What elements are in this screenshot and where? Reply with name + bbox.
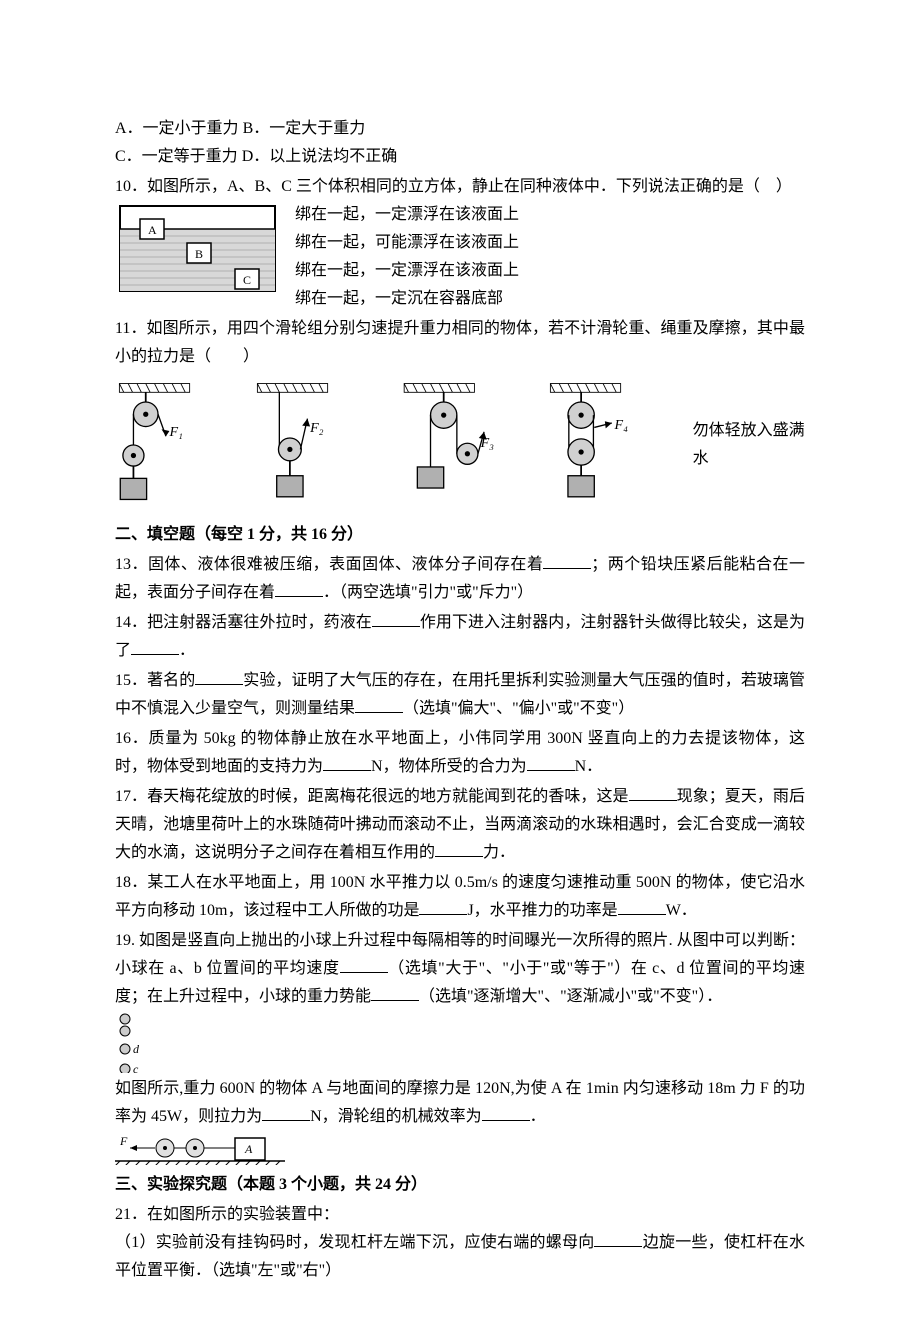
q18-p2: J，水平推力的功率是 — [467, 902, 617, 919]
question-17: 17．春天梅花绽放的时候，距离梅花很远的地方就能闻到花的香味，这是现象；夏天，雨… — [115, 783, 805, 867]
question-13: 13．固体、液体很难被压缩，表面固体、液体分子间存在着；两个铅块压紧后能粘合在一… — [115, 551, 805, 607]
section-3-header: 三、实验探究题（本题 3 个小题，共 24 分） — [115, 1171, 805, 1199]
q19-blank2 — [371, 985, 419, 1001]
q16-blank1 — [323, 755, 371, 771]
q10-figure: A B C — [115, 201, 285, 296]
q9-optA: A．一定小于重力 — [115, 120, 239, 137]
q20-figure: F A — [115, 1133, 805, 1165]
pulley-3-icon: F₃ — [391, 375, 496, 515]
q20-p2: N，滑轮组的机械效率为 — [310, 1108, 482, 1125]
q16-p3: N． — [575, 758, 603, 775]
q20-p3: ． — [530, 1108, 546, 1125]
svg-text:F₂: F₂ — [309, 420, 324, 436]
q9-optB: B．一定大于重力 — [243, 120, 366, 137]
q14-blank1 — [372, 611, 420, 627]
svg-text:d: d — [133, 1042, 140, 1056]
question-16: 16．质量为 50kg 的物体静止放在水平地面上，小伟同学用 300N 竖直向上… — [115, 725, 805, 781]
q18-blank1 — [419, 899, 467, 915]
q10-opt2: 绑在一起，可能漂浮在该液面上 — [295, 229, 805, 257]
q17-p1: 17．春天梅花绽放的时候，距离梅花很远的地方就能闻到花的香味，这是 — [115, 788, 629, 805]
q15-p1: 15．著名的 — [115, 672, 195, 689]
svg-text:B: B — [195, 247, 203, 261]
q9-optC: C．一定等于重力 — [115, 148, 238, 165]
question-15: 15．著名的实验，证明了大气压的存在，在用托里拆利实验测量大气压强的值时，若玻璃… — [115, 667, 805, 723]
q13-blank2 — [275, 581, 323, 597]
q19-blank1 — [340, 957, 388, 973]
q17-blank2 — [435, 841, 483, 857]
svg-text:A: A — [148, 223, 157, 237]
q9-line1: A．一定小于重力 B．一定大于重力 — [115, 115, 805, 143]
q10-opt4: 绑在一起，一定沉在容器底部 — [295, 285, 805, 313]
q21-sub1a: （1）实验前没有挂钩码时，发现杠杆左端下沉，应使右端的螺母向 — [115, 1234, 594, 1251]
q17-blank1 — [629, 785, 677, 801]
question-10: 10．如图所示，A、B、C 三个体积相同的立方体，静止在同种液体中．下列说法正确… — [115, 173, 805, 313]
q15-p3: （选填"偏大"、"偏小"或"不变"） — [403, 700, 634, 717]
svg-text:F₃: F₃ — [479, 435, 494, 451]
q19-figure: d c — [115, 1013, 805, 1073]
svg-text:c: c — [133, 1062, 139, 1073]
q10-body: A B C 绑在一起，一定漂浮在该液面上 绑在一起，可能漂浮在该液面上 绑在一起… — [115, 201, 805, 313]
q15-blank1 — [195, 669, 243, 685]
svg-text:F₄: F₄ — [613, 417, 628, 433]
question-20: 如图所示,重力 600N 的物体 A 与地面间的摩擦力是 120N,为使 A 在… — [115, 1075, 805, 1165]
q14-p1: 14．把注射器活塞往外拉时，药液在 — [115, 614, 372, 631]
pulley-1-icon: F₁ — [115, 375, 203, 515]
pulley-4-icon: F₄ — [546, 375, 643, 515]
q11-figures: F₁ F₂ F₃ — [115, 375, 805, 515]
q17-p3: 力． — [483, 844, 515, 861]
svg-text:C: C — [243, 273, 251, 287]
q20-blank2 — [482, 1105, 530, 1121]
q12-fragment: 勿体轻放入盛满水 — [693, 417, 805, 473]
q21-stem: 21．在如图所示的实验装置中： — [115, 1201, 805, 1229]
q21-blank1 — [594, 1231, 642, 1247]
q14-blank2 — [131, 639, 179, 655]
question-19: 19. 如图是竖直向上抛出的小球上升过程中每隔相等的时间曝光一次所得的照片. 从… — [115, 927, 805, 1073]
q19-p3: （选填"逐渐增大"、"逐渐减小"或"不变"）． — [419, 988, 722, 1005]
svg-text:A: A — [244, 1142, 253, 1156]
q20-blank1 — [262, 1105, 310, 1121]
q13-blank1 — [543, 553, 591, 569]
q13-p1: 13．固体、液体很难被压缩，表面固体、液体分子间存在着 — [115, 556, 543, 573]
q10-stem: 10．如图所示，A、B、C 三个体积相同的立方体，静止在同种液体中．下列说法正确… — [115, 173, 805, 201]
q16-blank2 — [527, 755, 575, 771]
q10-opt3: 绑在一起，一定漂浮在该液面上 — [295, 257, 805, 285]
question-18: 18．某工人在水平地面上，用 100N 水平推力以 0.5m/s 的速度匀速推动… — [115, 869, 805, 925]
q15-blank2 — [355, 697, 403, 713]
q13-p3: ．（两空选填"引力"或"斥力"） — [323, 584, 533, 601]
q18-p3: W． — [666, 902, 697, 919]
q16-p2: N，物体所受的合力为 — [371, 758, 527, 775]
question-14: 14．把注射器活塞往外拉时，药液在作用下进入注射器内，注射器针头做得比较尖，这是… — [115, 609, 805, 665]
q9-line2: C．一定等于重力 D．以上说法均不正确 — [115, 143, 805, 171]
q18-blank2 — [618, 899, 666, 915]
svg-text:F: F — [119, 1134, 128, 1148]
q10-options: 绑在一起，一定漂浮在该液面上 绑在一起，可能漂浮在该液面上 绑在一起，一定漂浮在… — [295, 201, 805, 313]
section-2-header: 二、填空题（每空 1 分，共 16 分） — [115, 521, 805, 549]
pulley-2-icon: F₂ — [253, 375, 341, 515]
question-21: 21．在如图所示的实验装置中： （1）实验前没有挂钩码时，发现杠杆左端下沉，应使… — [115, 1201, 805, 1285]
q11-stem: 11．如图所示，用四个滑轮组分别匀速提升重力相同的物体，若不计滑轮重、绳重及摩擦… — [115, 315, 805, 371]
q9-optD: D．以上说法均不正确 — [242, 148, 398, 165]
q14-p3: ． — [179, 642, 195, 659]
svg-text:F₁: F₁ — [168, 424, 182, 440]
question-9-options: A．一定小于重力 B．一定大于重力 C．一定等于重力 D．以上说法均不正确 — [115, 115, 805, 171]
question-11: 11．如图所示，用四个滑轮组分别匀速提升重力相同的物体，若不计滑轮重、绳重及摩擦… — [115, 315, 805, 515]
q10-opt1: 绑在一起，一定漂浮在该液面上 — [295, 201, 805, 229]
